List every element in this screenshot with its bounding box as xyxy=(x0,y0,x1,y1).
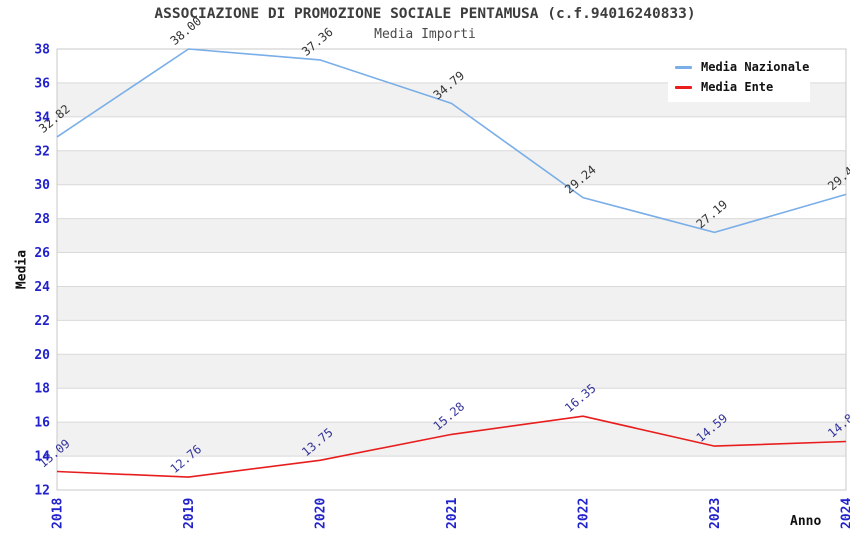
plot-band xyxy=(57,150,846,185)
y-axis-title: Media xyxy=(14,249,30,290)
y-tick-label: 32 xyxy=(34,144,50,159)
y-tick-label: 30 xyxy=(34,178,50,193)
plot-band xyxy=(57,456,846,490)
x-tick-label: 2023 xyxy=(708,498,723,529)
x-tick-label: 2024 xyxy=(840,498,850,529)
legend-line-sample-ente xyxy=(675,85,692,89)
plot-band xyxy=(57,422,846,457)
y-tick-label: 12 xyxy=(34,484,50,499)
y-tick-label: 16 xyxy=(34,416,50,431)
legend-item-media-ente: Media Ente xyxy=(675,80,810,94)
series-line-ente xyxy=(56,415,847,478)
plot-band xyxy=(57,184,846,219)
x-tick-label: 2020 xyxy=(314,498,329,529)
legend: Media Nazionale Media Ente xyxy=(668,52,810,102)
chart-title: ASSOCIAZIONE DI PROMOZIONE SOCIALE PENTA… xyxy=(154,6,696,22)
plot-band xyxy=(57,252,846,287)
x-tick-label: 2021 xyxy=(445,498,460,529)
x-axis-title: Anno xyxy=(790,514,822,529)
legend-item-media-nazionale: Media Nazionale xyxy=(675,60,810,74)
y-tick-label: 28 xyxy=(34,212,50,227)
plot-band xyxy=(57,116,846,151)
series-line-nazionale xyxy=(56,48,847,234)
y-tick-label: 14 xyxy=(34,450,50,465)
y-tick-label: 38 xyxy=(34,43,50,58)
chart-subtitle: Media Importi xyxy=(374,27,476,42)
y-tick-label: 24 xyxy=(34,280,50,295)
plot-frame xyxy=(56,48,847,491)
plot-band xyxy=(57,218,846,253)
x-tick-label: 2019 xyxy=(182,498,197,529)
legend-label: Media Nazionale xyxy=(701,60,810,74)
y-tick-label: 26 xyxy=(34,246,50,261)
y-tick-label: 36 xyxy=(34,76,50,91)
x-tick-label: 2022 xyxy=(577,498,592,529)
y-tick-label: 20 xyxy=(34,348,50,363)
legend-line-sample-nazionale xyxy=(675,65,692,69)
y-tick-label: 22 xyxy=(34,314,50,329)
x-tick-label: 2018 xyxy=(51,498,66,529)
plot-band xyxy=(57,388,846,423)
y-tick-label: 18 xyxy=(34,382,50,397)
plot-band xyxy=(57,286,846,321)
plot-band xyxy=(57,354,846,389)
y-tick-label: 34 xyxy=(34,110,50,125)
legend-label: Media Ente xyxy=(701,80,774,94)
plot-band xyxy=(57,320,846,355)
